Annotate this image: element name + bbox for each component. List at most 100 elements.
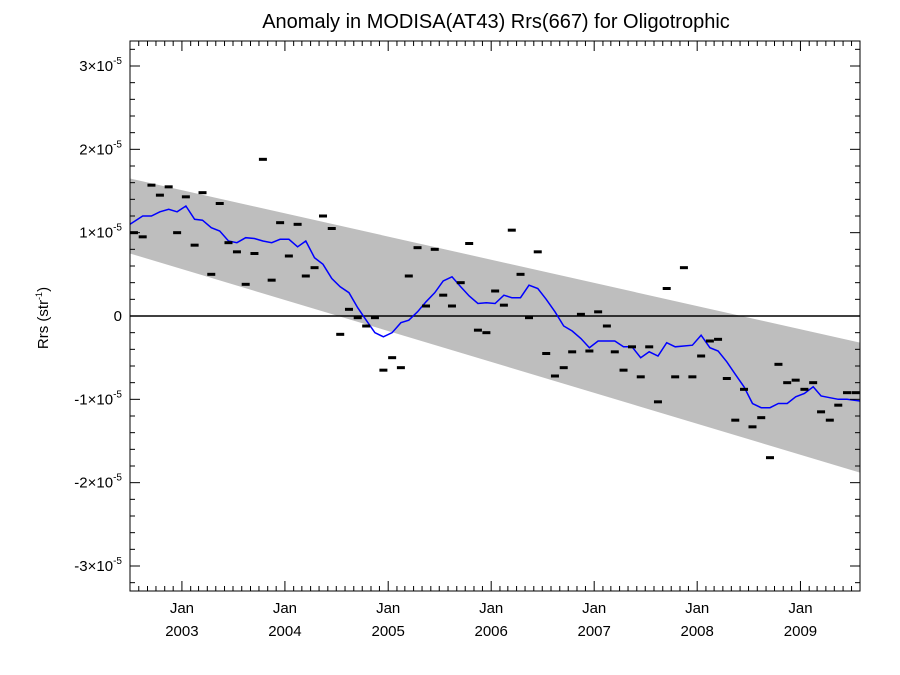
monthly-anomaly-marker bbox=[645, 345, 654, 349]
monthly-anomaly-marker bbox=[353, 316, 362, 320]
monthly-anomaly-marker bbox=[155, 193, 164, 197]
monthly-anomaly-marker bbox=[327, 227, 336, 230]
y-tick-label: 2×10-5 bbox=[79, 139, 122, 158]
monthly-anomaly-marker bbox=[516, 272, 525, 276]
monthly-anomaly-marker bbox=[284, 254, 293, 258]
x-tick-year: 2006 bbox=[475, 623, 508, 640]
monthly-anomaly-marker bbox=[215, 202, 224, 205]
y-tick-exponent: -5 bbox=[113, 139, 122, 150]
monthly-anomaly-marker bbox=[550, 374, 559, 378]
monthly-anomaly-marker bbox=[293, 222, 302, 226]
monthly-anomaly-marker bbox=[843, 391, 852, 395]
monthly-anomaly-marker bbox=[147, 183, 156, 187]
monthly-anomaly-marker bbox=[542, 352, 551, 355]
monthly-anomaly-marker bbox=[499, 303, 508, 307]
monthly-markers-layer bbox=[129, 157, 860, 460]
monthly-anomaly-marker bbox=[636, 375, 645, 379]
monthly-anomaly-marker bbox=[748, 425, 757, 429]
monthly-anomaly-marker bbox=[267, 278, 276, 282]
monthly-anomaly-marker bbox=[559, 366, 568, 370]
y-tick-mantissa: -3×10 bbox=[74, 558, 113, 575]
x-tick-month: Jan bbox=[170, 600, 194, 617]
y-tick-label: 0 bbox=[114, 308, 122, 325]
monthly-anomaly-marker bbox=[765, 456, 774, 460]
monthly-anomaly-marker bbox=[714, 337, 723, 341]
confidence-band-layer bbox=[130, 178, 860, 473]
monthly-anomaly-marker bbox=[396, 366, 405, 370]
x-tick-month: Jan bbox=[273, 600, 297, 617]
x-tick-month: Jan bbox=[788, 600, 812, 617]
y-tick-mantissa: 0 bbox=[114, 308, 122, 325]
monthly-anomaly-marker bbox=[173, 231, 182, 235]
monthly-anomaly-marker bbox=[791, 378, 800, 382]
monthly-anomaly-marker bbox=[276, 221, 285, 225]
monthly-anomaly-marker bbox=[705, 339, 714, 343]
monthly-anomaly-marker bbox=[362, 324, 371, 328]
monthly-anomaly-marker bbox=[610, 350, 619, 354]
x-tick-year: 2009 bbox=[784, 623, 817, 640]
x-tick-month: Jan bbox=[685, 600, 709, 617]
chart-title: Anomaly in MODISA(AT43) Rrs(667) for Oli… bbox=[262, 11, 730, 33]
y-tick-exponent: -5 bbox=[113, 56, 122, 67]
monthly-anomaly-marker bbox=[344, 307, 353, 311]
x-tick-month: Jan bbox=[376, 600, 400, 617]
monthly-anomaly-marker bbox=[422, 304, 431, 308]
monthly-anomaly-marker bbox=[181, 195, 190, 199]
y-tick-label: -1×10-5 bbox=[74, 389, 122, 408]
monthly-anomaly-marker bbox=[671, 375, 680, 379]
trend-band bbox=[130, 178, 860, 473]
monthly-anomaly-marker bbox=[138, 235, 147, 239]
monthly-anomaly-marker bbox=[568, 350, 577, 354]
monthly-anomaly-marker bbox=[594, 310, 603, 314]
monthly-anomaly-marker bbox=[602, 324, 611, 328]
monthly-anomaly-marker bbox=[388, 356, 397, 360]
monthly-anomaly-marker bbox=[585, 349, 594, 353]
x-tick-year: 2005 bbox=[372, 623, 405, 640]
monthly-anomaly-marker bbox=[241, 282, 250, 286]
y-axis-label: Rrs (str-1) bbox=[34, 287, 52, 349]
y-tick-mantissa: 1×10 bbox=[79, 225, 113, 242]
monthly-anomaly-marker bbox=[336, 332, 345, 336]
y-tick-exponent: -5 bbox=[113, 473, 122, 484]
x-tick-month: Jan bbox=[582, 600, 606, 617]
monthly-anomaly-marker bbox=[439, 293, 448, 297]
x-tick-year: 2007 bbox=[577, 623, 610, 640]
monthly-anomaly-marker bbox=[697, 354, 706, 358]
y-tick-label: 3×10-5 bbox=[79, 56, 122, 75]
monthly-anomaly-marker bbox=[430, 247, 439, 251]
y-axis-label-main: Rrs (str bbox=[35, 300, 52, 349]
x-tick-month: Jan bbox=[479, 600, 503, 617]
monthly-anomaly-marker bbox=[533, 250, 542, 254]
monthly-anomaly-marker bbox=[507, 228, 516, 232]
monthly-anomaly-marker bbox=[224, 241, 233, 245]
y-tick-mantissa: -2×10 bbox=[74, 475, 113, 492]
monthly-anomaly-marker bbox=[164, 185, 173, 189]
monthly-anomaly-marker bbox=[232, 250, 241, 254]
monthly-anomaly-marker bbox=[525, 316, 534, 320]
monthly-anomaly-marker bbox=[679, 266, 688, 270]
monthly-anomaly-marker bbox=[825, 418, 834, 422]
y-tick-mantissa: 3×10 bbox=[79, 58, 113, 75]
monthly-anomaly-marker bbox=[413, 246, 422, 250]
monthly-anomaly-marker bbox=[800, 387, 809, 391]
y-tick-exponent: -5 bbox=[113, 556, 122, 567]
y-tick-label: -2×10-5 bbox=[74, 473, 122, 492]
monthly-anomaly-marker bbox=[258, 157, 267, 161]
monthly-anomaly-marker bbox=[688, 375, 697, 379]
monthly-anomaly-marker bbox=[817, 410, 826, 414]
y-axis-label-sup: -1 bbox=[34, 292, 44, 300]
monthly-anomaly-marker bbox=[653, 400, 662, 404]
monthly-anomaly-marker bbox=[731, 418, 740, 422]
monthly-anomaly-marker bbox=[576, 312, 585, 316]
monthly-anomaly-marker bbox=[370, 316, 379, 320]
monthly-anomaly-marker bbox=[198, 191, 207, 195]
monthly-anomaly-marker bbox=[619, 368, 628, 372]
monthly-anomaly-marker bbox=[250, 252, 259, 255]
monthly-anomaly-marker bbox=[379, 368, 388, 372]
monthly-anomaly-marker bbox=[834, 403, 843, 407]
monthly-anomaly-marker bbox=[809, 381, 818, 385]
y-tick-label: 1×10-5 bbox=[79, 223, 122, 242]
monthly-anomaly-marker bbox=[456, 281, 465, 285]
y-tick-label: -3×10-5 bbox=[74, 556, 122, 575]
